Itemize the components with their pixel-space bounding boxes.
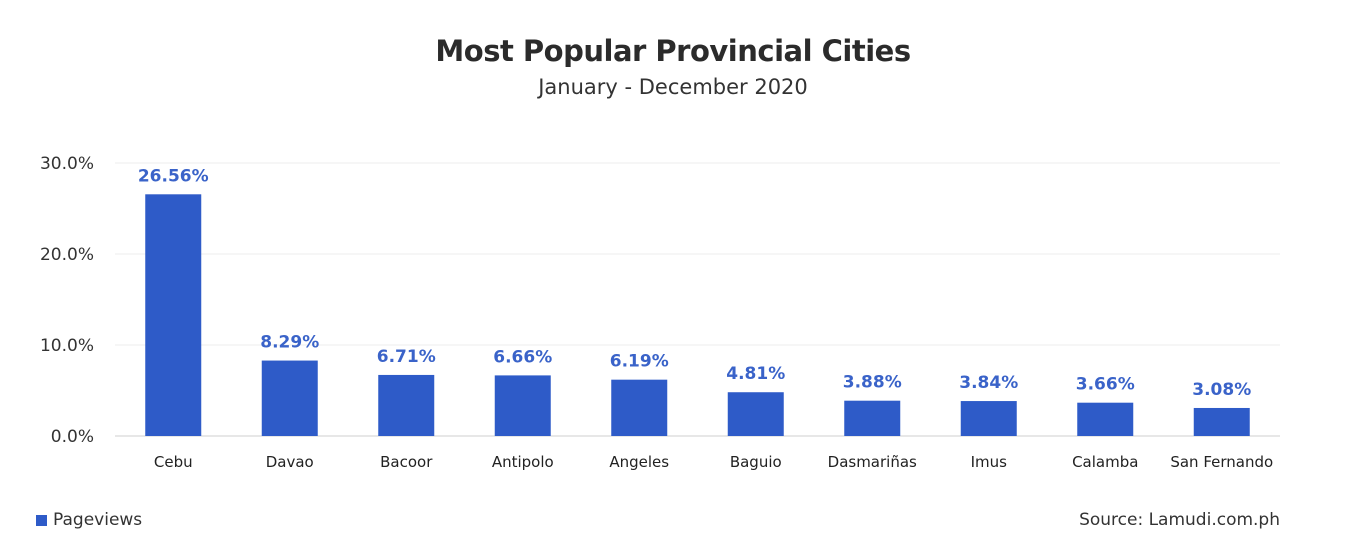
bar (727, 392, 784, 436)
chart-title: Most Popular Provincial Cities (435, 34, 911, 68)
chart-subtitle: January - December 2020 (538, 75, 808, 99)
data-label: 3.84% (959, 373, 1018, 393)
bar (145, 194, 202, 436)
category-label: Bacoor (380, 453, 433, 471)
bars (145, 194, 1250, 436)
category-label: Angeles (609, 453, 669, 471)
category-label: Dasmariñas (828, 453, 917, 471)
category-label: Calamba (1072, 453, 1138, 471)
data-labels: 26.56% 8.29% 6.71% 6.66% 6.19% 4.81% 3.88% 3.84… (138, 166, 1251, 400)
data-label: 3.66% (1076, 375, 1135, 395)
data-label: 3.88% (843, 373, 902, 393)
y-tick-label: 10.0% (40, 336, 94, 356)
bar (378, 374, 435, 436)
y-tick-label: 30.0% (40, 154, 94, 174)
bar (960, 401, 1017, 436)
legend: Pageviews (36, 510, 142, 530)
bar (1077, 402, 1134, 436)
y-tick-label: 0.0% (51, 427, 94, 447)
bar (261, 360, 318, 436)
bar (844, 400, 901, 436)
x-axis-categories: Cebu Davao Bacoor Antipolo Angeles Baguio Dasm… (154, 453, 1273, 471)
legend-swatch (36, 514, 47, 526)
category-label: Cebu (154, 453, 193, 471)
category-label: Davao (266, 453, 314, 471)
y-tick-label: 20.0% (40, 245, 94, 265)
bar (494, 375, 551, 436)
data-label: 3.08% (1192, 380, 1251, 400)
data-label: 6.66% (493, 347, 552, 367)
category-label: Baguio (730, 453, 782, 471)
category-label: Antipolo (492, 453, 554, 471)
data-label: 26.56% (138, 166, 209, 186)
data-label: 6.71% (377, 347, 436, 367)
data-label: 8.29% (260, 333, 319, 353)
category-label: San Fernando (1170, 453, 1273, 471)
data-label: 6.19% (610, 352, 669, 372)
data-label: 4.81% (726, 364, 785, 384)
bar (1193, 407, 1250, 436)
source-note: Source: Lamudi.com.ph (1079, 510, 1280, 530)
category-label: Imus (971, 453, 1008, 471)
y-axis-ticks: 0.0% 10.0% 20.0% 30.0% (40, 154, 94, 447)
legend-label-pageviews: Pageviews (53, 510, 143, 530)
bar (611, 379, 668, 436)
